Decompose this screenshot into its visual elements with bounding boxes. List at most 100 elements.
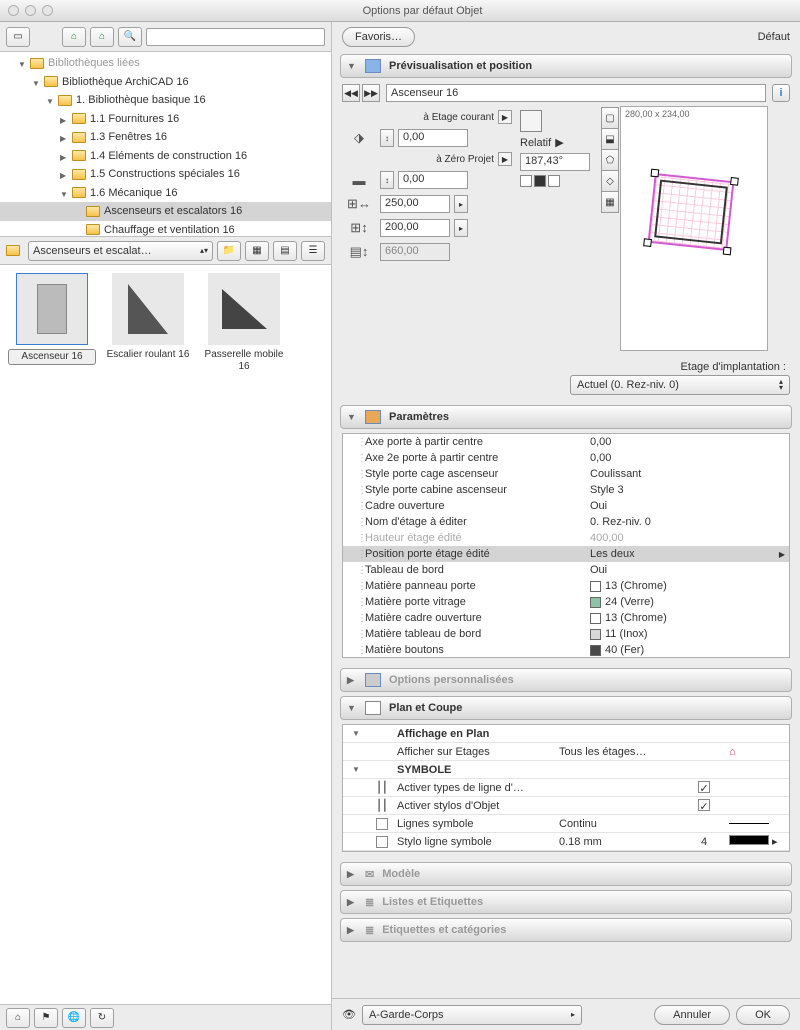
view-3d-button[interactable]: ⬠ <box>601 149 619 171</box>
tree-row[interactable]: Ascenseurs et escalators 16 <box>0 202 331 221</box>
view-2d-button[interactable]: ▢ <box>601 107 619 129</box>
reload-button[interactable]: ↻ <box>90 1008 114 1028</box>
angle-field[interactable]: 187,43° <box>520 153 590 171</box>
param-row[interactable]: ⋮Matière cadre ouverture13 (Chrome) <box>343 610 789 626</box>
view-iso-button[interactable]: ◇ <box>601 170 619 192</box>
preview-dims-label: 280,00 x 234,00 <box>625 109 690 119</box>
plan-row-linetypes[interactable]: Activer types de ligne d'… <box>395 782 559 794</box>
z2-field[interactable]: 0,00 <box>398 171 468 189</box>
object-thumbnails: Ascenseur 16Escalier roulant 16Passerell… <box>0 265 331 1004</box>
param-row[interactable]: ⋮Axe porte à partir centre0,00 <box>343 434 789 450</box>
folder-icon <box>6 245 20 256</box>
etage-link-button[interactable]: ▶ <box>498 110 512 124</box>
window-title: Options par défaut Objet <box>53 5 792 17</box>
tree-row[interactable]: 1.3 Fenêtres 16 <box>0 128 331 147</box>
section-tags-head[interactable]: ▶≣Etiquettes et catégories <box>340 918 792 942</box>
search-input[interactable] <box>146 28 325 46</box>
thumb-item[interactable]: Ascenseur 16 <box>8 273 96 365</box>
home-button[interactable]: ⌂ <box>6 1008 30 1028</box>
z-lock[interactable]: ↕ <box>380 129 394 147</box>
section-lists-title: Listes et Etiquettes <box>382 896 483 908</box>
z1-field[interactable]: 0,00 <box>398 129 468 147</box>
param-row[interactable]: ⋮Axe 2e porte à partir centre0,00 <box>343 450 789 466</box>
ok-button[interactable]: OK <box>736 1005 790 1025</box>
folder-path-select[interactable]: Ascenseurs et escalat… ▴▾ <box>28 241 213 261</box>
cancel-button[interactable]: Annuler <box>654 1005 730 1025</box>
section-model-head[interactable]: ▶✉Modèle <box>340 862 792 886</box>
relatif-button[interactable]: ▶ <box>555 136 563 149</box>
param-row[interactable]: ⋮Hauteur étage édité400,00 <box>343 530 789 546</box>
preview-shape <box>648 173 735 251</box>
height-field: 660,00 <box>380 243 450 261</box>
width-icon: ⊞↔ <box>342 194 376 214</box>
default-label: Défaut <box>758 31 790 43</box>
params-list[interactable]: ⋮Axe porte à partir centre0,00⋮Axe 2e po… <box>342 433 790 658</box>
param-row[interactable]: ⋮Matière porte vitrage24 (Verre) <box>343 594 789 610</box>
plan-row-lines[interactable]: Lignes symbole <box>395 818 559 830</box>
tree-row[interactable]: 1. Bibliothèque basique 16 <box>0 91 331 110</box>
zero-link-button[interactable]: ▶ <box>498 152 512 166</box>
width-field[interactable]: 250,00 <box>380 195 450 213</box>
anchor-icon[interactable] <box>520 110 542 132</box>
eye-icon[interactable]: 👁 <box>342 1008 356 1021</box>
view-front-button[interactable]: ⬓ <box>601 128 619 150</box>
section-plan-head[interactable]: ▼ Plan et Coupe <box>340 696 792 720</box>
flag-button[interactable]: ⚑ <box>34 1008 58 1028</box>
param-row[interactable]: ⋮Nom d'étage à éditer0. Rez-niv. 0 <box>343 514 789 530</box>
param-row[interactable]: ⋮Matière panneau porte13 (Chrome) <box>343 578 789 594</box>
section-custom-head[interactable]: ▶ Options personnalisées <box>340 668 792 692</box>
param-row[interactable]: ⋮Matière tableau de bord11 (Inox) <box>343 626 789 642</box>
plan-row-show[interactable]: Afficher sur Etages <box>395 746 559 758</box>
view-small-icons[interactable]: ▤ <box>273 241 297 261</box>
depth-field[interactable]: 200,00 <box>380 219 450 237</box>
tree-row[interactable]: Bibliothèque ArchiCAD 16 <box>0 73 331 92</box>
param-row[interactable]: ⋮Position porte étage éditéLes deux▶ <box>343 546 789 562</box>
thumb-item[interactable]: Escalier roulant 16 <box>104 273 192 361</box>
param-row[interactable]: ⋮Matière boutons40 (Fer) <box>343 642 789 658</box>
width-spin[interactable]: ▸ <box>454 195 468 213</box>
depth-spin[interactable]: ▸ <box>454 219 468 237</box>
tree-row[interactable]: 1.4 Eléments de construction 16 <box>0 147 331 166</box>
view-render-button[interactable]: ▦ <box>601 191 619 213</box>
section-lists-head[interactable]: ▶≣Listes et Etiquettes <box>340 890 792 914</box>
up-folder-button[interactable]: 📁 <box>217 241 241 261</box>
param-row[interactable]: ⋮Style porte cage ascenseurCoulissant <box>343 466 789 482</box>
story-select[interactable]: Actuel (0. Rez-niv. 0)▴▾ <box>570 375 790 395</box>
z2-lock[interactable]: ↕ <box>380 171 394 189</box>
tree-row[interactable]: Chauffage et ventilation 16 <box>0 221 331 238</box>
web-button[interactable]: 🌐 <box>62 1008 86 1028</box>
library-toolbar: ▭ ⌂ ⌂ 🔍 <box>0 22 331 52</box>
info-button[interactable]: i <box>772 84 790 102</box>
object-name-field[interactable]: Ascenseur 16 <box>386 84 766 102</box>
thumb-item[interactable]: Passerelle mobile 16 <box>200 273 288 373</box>
layer-select[interactable]: A-Garde-Corps▸ <box>362 1005 582 1025</box>
prev-prev-button[interactable]: ◀◀ <box>342 84 360 102</box>
tree-row[interactable]: Bibliothèques liées <box>0 54 331 73</box>
favorites-button[interactable]: Favoris… <box>342 27 415 47</box>
param-row[interactable]: ⋮Cadre ouvertureOui <box>343 498 789 514</box>
tags-icon: ≣ <box>365 924 374 937</box>
section-params-head[interactable]: ▼ Paramètres <box>340 405 792 429</box>
lib-button-1[interactable]: ⌂ <box>62 27 86 47</box>
section-custom-title: Options personnalisées <box>389 674 514 686</box>
search-button[interactable]: 🔍 <box>118 27 142 47</box>
param-row[interactable]: ⋮Tableau de bordOui <box>343 562 789 578</box>
library-tree[interactable]: Bibliothèques liéesBibliothèque ArchiCAD… <box>0 52 331 237</box>
plan-row-pens[interactable]: Activer stylos d'Objet <box>395 800 559 812</box>
plan-row-pen[interactable]: Stylo ligne symbole <box>395 836 559 848</box>
tree-row[interactable]: 1.5 Constructions spéciales 16 <box>0 165 331 184</box>
mirror-z-check[interactable] <box>548 175 560 187</box>
mirror-y-check[interactable] <box>534 175 546 187</box>
lib-button-2[interactable]: ⌂ <box>90 27 114 47</box>
tree-row[interactable]: 1.1 Fournitures 16 <box>0 110 331 129</box>
param-row[interactable]: ⋮Style porte cabine ascenseurStyle 3 <box>343 482 789 498</box>
view-mode-button[interactable]: ▭ <box>6 27 30 47</box>
tree-row[interactable]: 1.6 Mécanique 16 <box>0 184 331 203</box>
preview-canvas[interactable]: ▢ ⬓ ⬠ ◇ ▦ 280,00 x 234,00 <box>620 106 768 351</box>
section-preview-head[interactable]: ▼ Prévisualisation et position <box>340 54 792 78</box>
next-next-button[interactable]: ▶▶ <box>362 84 380 102</box>
mirror-x-check[interactable] <box>520 175 532 187</box>
view-large-icons[interactable]: ▦ <box>245 241 269 261</box>
view-list[interactable]: ☰ <box>301 241 325 261</box>
section-tags-title: Etiquettes et catégories <box>382 924 506 936</box>
